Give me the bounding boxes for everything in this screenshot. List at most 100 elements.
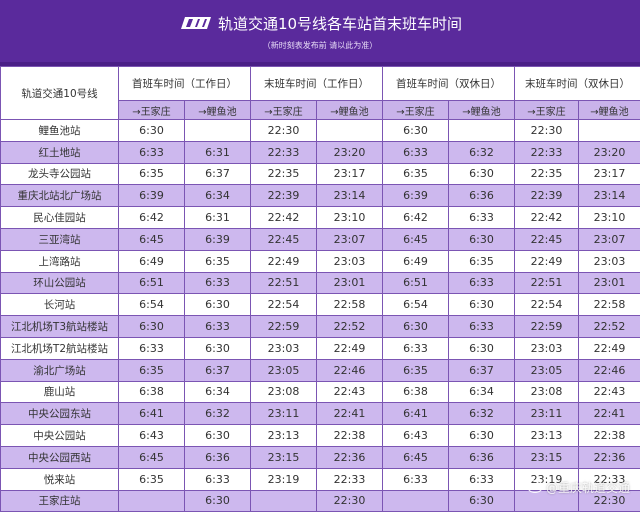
time-cell: 22:46 — [579, 359, 640, 381]
station-name: 中央公园东站 — [1, 403, 119, 425]
time-cell: 23:14 — [317, 185, 383, 207]
time-cell — [383, 490, 449, 512]
time-cell: 22:36 — [579, 446, 640, 468]
time-cell: 6:33 — [449, 272, 515, 294]
station-name: 民心佳园站 — [1, 207, 119, 229]
time-cell: 6:51 — [119, 272, 185, 294]
time-cell: 23:01 — [317, 272, 383, 294]
time-cell: 22:41 — [317, 403, 383, 425]
time-cell: 6:33 — [185, 316, 251, 338]
time-cell: 6:33 — [449, 207, 515, 229]
time-cell: 6:38 — [119, 381, 185, 403]
time-cell: 22:41 — [579, 403, 640, 425]
time-cell: 23:15 — [515, 446, 579, 468]
weibo-icon — [527, 480, 543, 493]
time-cell: 6:37 — [185, 359, 251, 381]
time-cell: 6:35 — [119, 359, 185, 381]
time-cell: 22:43 — [579, 381, 640, 403]
station-name: 江北机场T2航站楼站 — [1, 337, 119, 359]
time-cell: 6:45 — [119, 446, 185, 468]
time-cell: 22:35 — [251, 163, 317, 185]
time-cell: 6:32 — [449, 141, 515, 163]
time-cell: 6:36 — [185, 446, 251, 468]
time-cell: 22:33 — [317, 468, 383, 490]
time-cell: 6:30 — [449, 228, 515, 250]
time-cell: 22:49 — [317, 337, 383, 359]
time-cell: 6:31 — [185, 207, 251, 229]
station-name: 渝北广场站 — [1, 359, 119, 381]
time-cell: 6:30 — [119, 120, 185, 142]
time-cell: 22:54 — [251, 294, 317, 316]
time-cell: 23:03 — [251, 337, 317, 359]
line-label: 轨道交通10号线 — [1, 67, 119, 120]
time-cell: 22:35 — [515, 163, 579, 185]
time-cell: 6:34 — [185, 381, 251, 403]
time-cell: 6:33 — [449, 468, 515, 490]
time-cell: 6:37 — [449, 359, 515, 381]
time-cell: 23:10 — [317, 207, 383, 229]
station-name: 中央公园站 — [1, 425, 119, 447]
time-cell: 23:20 — [579, 141, 640, 163]
station-name: 重庆北站北广场站 — [1, 185, 119, 207]
time-cell: 6:39 — [185, 228, 251, 250]
time-cell: 6:36 — [449, 446, 515, 468]
time-cell: 23:19 — [251, 468, 317, 490]
station-name: 环山公园站 — [1, 272, 119, 294]
timetable: 轨道交通10号线 首班车时间（工作日） 末班车时间（工作日） 首班车时间（双休日… — [0, 66, 640, 512]
time-cell: 6:35 — [449, 250, 515, 272]
time-cell: 6:35 — [383, 359, 449, 381]
time-cell: 23:01 — [579, 272, 640, 294]
time-cell: 22:51 — [251, 272, 317, 294]
time-cell: 22:52 — [317, 316, 383, 338]
time-cell: 23:03 — [515, 337, 579, 359]
time-cell: 6:30 — [185, 425, 251, 447]
time-cell: 6:32 — [185, 403, 251, 425]
time-cell: 22:30 — [515, 120, 579, 142]
crt-logo-icon — [178, 16, 212, 30]
time-cell: 6:43 — [383, 425, 449, 447]
time-cell: 22:46 — [317, 359, 383, 381]
direction-header: →王家庄 — [383, 101, 449, 120]
time-cell: 6:54 — [383, 294, 449, 316]
group-weekend-last: 末班车时间（双休日） — [515, 67, 640, 101]
station-name: 王家庄站 — [1, 490, 119, 512]
time-cell: 23:17 — [579, 163, 640, 185]
time-cell: 6:37 — [185, 163, 251, 185]
time-cell — [251, 490, 317, 512]
direction-header: →鲤鱼池 — [579, 101, 640, 120]
time-cell: 22:38 — [579, 425, 640, 447]
time-cell: 6:33 — [383, 337, 449, 359]
time-cell: 6:45 — [383, 228, 449, 250]
title-text: 轨道交通10号线各车站首末班车时间 — [218, 15, 462, 33]
time-cell: 6:30 — [185, 294, 251, 316]
time-cell: 23:20 — [317, 141, 383, 163]
time-cell — [119, 490, 185, 512]
time-cell: 6:33 — [119, 141, 185, 163]
time-cell: 23:05 — [515, 359, 579, 381]
group-weekday-last: 末班车时间（工作日） — [251, 67, 383, 101]
time-cell: 22:42 — [515, 207, 579, 229]
time-cell: 6:38 — [383, 381, 449, 403]
time-cell: 6:49 — [383, 250, 449, 272]
time-cell: 6:35 — [185, 250, 251, 272]
time-cell: 22:51 — [515, 272, 579, 294]
station-name: 三亚湾站 — [1, 228, 119, 250]
direction-header: →王家庄 — [119, 101, 185, 120]
time-cell: 22:49 — [579, 337, 640, 359]
time-cell: 6:43 — [119, 425, 185, 447]
time-cell: 23:10 — [579, 207, 640, 229]
group-weekday-first: 首班车时间（工作日） — [119, 67, 251, 101]
time-cell: 6:49 — [119, 250, 185, 272]
station-name: 悦来站 — [1, 468, 119, 490]
time-cell: 23:08 — [515, 381, 579, 403]
time-cell: 22:52 — [579, 316, 640, 338]
